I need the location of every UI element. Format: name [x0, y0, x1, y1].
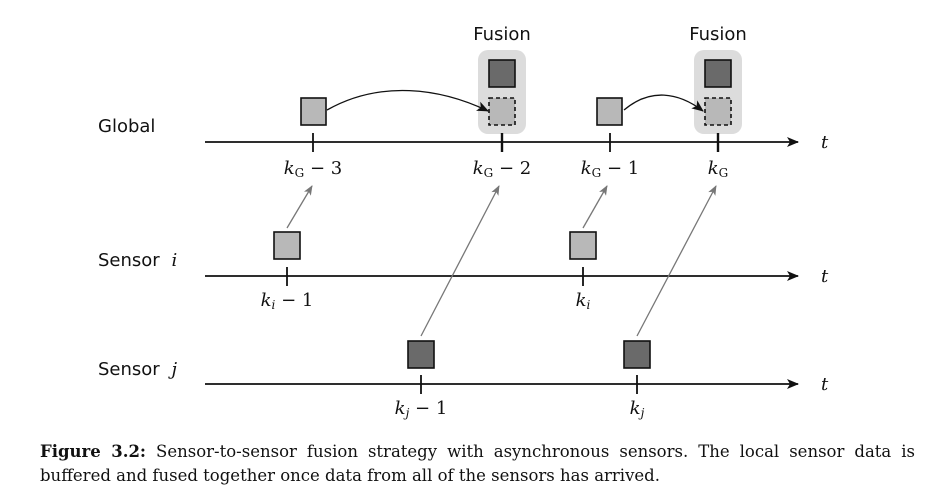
tick-label-sensor-i-1: ki − 1 [261, 290, 314, 312]
fusion-label-2: Fusion [689, 24, 747, 45]
lane-label-sensor-j-text: Sensor [98, 359, 160, 380]
fusion-label-1: Fusion [473, 24, 531, 45]
lane-label-sensor-i-var: i [171, 250, 177, 271]
tick-label-global-3: kG − 1 [581, 158, 640, 180]
fusion-2-dark-box [704, 59, 732, 88]
axis-label-sensor-j: t [821, 374, 829, 395]
tick-label-sensor-i-2: ki [576, 290, 591, 312]
lane-label-global: Global [98, 116, 155, 137]
curve-arrow-2 [623, 94, 704, 112]
curve-arrow-1 [326, 89, 489, 112]
lane-label-sensor-i: Sensor i [98, 250, 177, 271]
global-box-1 [300, 97, 327, 126]
arrow-si2-to-g3 [582, 185, 608, 229]
lane-label-sensor-i-text: Sensor [98, 250, 160, 271]
axis-label-global: t [821, 132, 829, 153]
tick-label-global-4: kG [708, 158, 729, 180]
fusion-1-dark-box [488, 59, 516, 88]
caption-label: Figure 3.2: [40, 442, 147, 461]
tick-label-global-1: kG − 3 [284, 158, 343, 180]
tick-label-sensor-j-1: kj − 1 [395, 398, 448, 420]
tick-label-global-2: kG − 2 [473, 158, 532, 180]
global-box-3 [596, 97, 623, 126]
ticks [286, 133, 720, 394]
sensor-i-box-2 [569, 231, 597, 260]
fusion-1-dashed-box [488, 97, 516, 126]
arrow-si1-to-g1 [286, 185, 313, 229]
axis-label-sensor-i: t [821, 266, 829, 287]
lane-label-sensor-j: Sensor j [98, 359, 177, 380]
figure-caption: Figure 3.2: Sensor-to-sensor fusion stra… [40, 440, 915, 488]
sensor-i-box-1 [273, 231, 301, 260]
lane-label-sensor-j-var: j [167, 359, 177, 380]
fusion-2-dashed-box [704, 97, 732, 126]
arrow-sj2-to-g4 [636, 185, 717, 337]
sensor-j-box-1 [407, 340, 435, 369]
sensor-j-box-2 [623, 340, 651, 369]
data-flow-arrows [286, 185, 717, 337]
arrow-sj1-to-g2 [420, 185, 500, 337]
caption-text: Sensor-to-sensor fusion strategy with as… [40, 442, 916, 485]
tick-label-sensor-j-2: kj [630, 398, 645, 420]
